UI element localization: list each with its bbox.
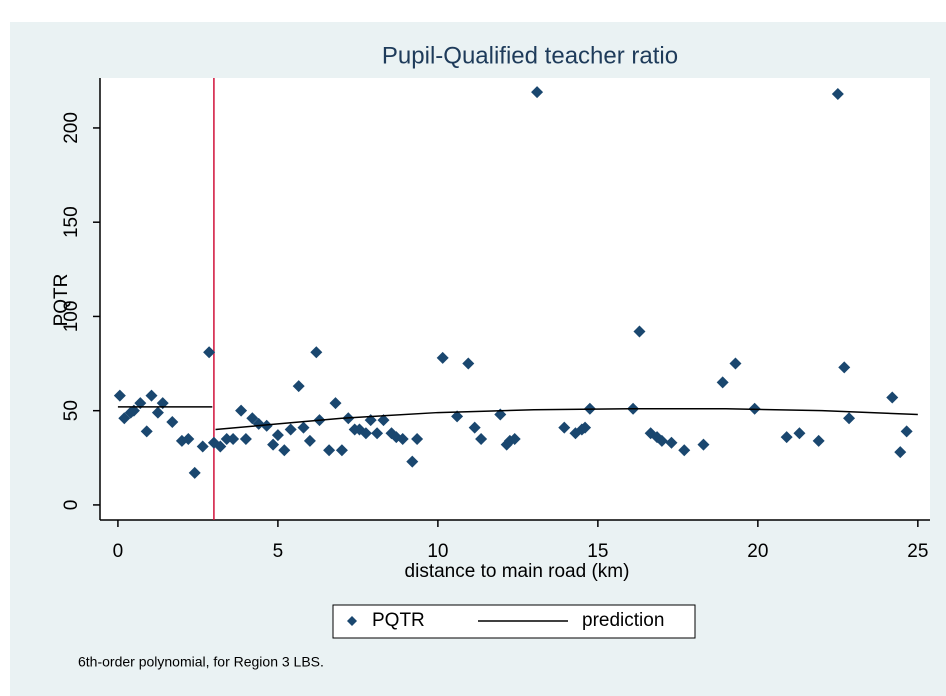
data-point xyxy=(156,397,169,410)
data-point xyxy=(508,432,521,445)
data-point xyxy=(310,346,323,359)
data-point xyxy=(436,351,449,364)
data-point xyxy=(716,376,729,389)
x-tick-label: 25 xyxy=(907,541,928,562)
legend-marker xyxy=(347,616,357,626)
data-point xyxy=(462,357,475,370)
data-point xyxy=(633,325,646,338)
x-tick-label: 10 xyxy=(427,541,448,562)
data-point xyxy=(134,397,147,410)
data-point xyxy=(371,427,384,440)
data-point xyxy=(278,444,291,457)
x-tick-label: 5 xyxy=(273,541,284,562)
data-point xyxy=(145,389,158,402)
data-point xyxy=(252,417,265,430)
data-point xyxy=(843,412,856,425)
data-point xyxy=(196,440,209,453)
data-point xyxy=(267,438,280,451)
data-point xyxy=(329,397,342,410)
data-point xyxy=(260,419,273,432)
y-tick-label: 50 xyxy=(61,400,82,421)
data-point xyxy=(203,346,216,359)
data-point xyxy=(220,432,233,445)
data-point xyxy=(468,421,481,434)
data-point xyxy=(558,421,571,434)
data-point xyxy=(886,391,899,404)
legend-label: prediction xyxy=(582,610,664,631)
y-tick-label: 100 xyxy=(61,301,82,333)
data-point xyxy=(140,425,153,438)
note: 6th-order polynomial, for Region 3 LBS. xyxy=(78,654,324,670)
y-tick-label: 0 xyxy=(61,500,82,511)
data-point xyxy=(113,389,126,402)
data-point xyxy=(188,466,201,479)
data-point xyxy=(838,361,851,374)
data-point xyxy=(475,432,488,445)
chart-title: Pupil-Qualified teacher ratio xyxy=(382,42,678,69)
data-point xyxy=(335,444,348,457)
y-axis-label: PQTR xyxy=(51,274,72,327)
data-point xyxy=(323,444,336,457)
data-point xyxy=(655,434,668,447)
data-point xyxy=(297,421,310,434)
plot-area xyxy=(100,78,930,520)
data-point xyxy=(271,429,284,442)
data-point xyxy=(406,455,419,468)
data-point xyxy=(780,431,793,444)
data-point xyxy=(579,421,592,434)
data-point xyxy=(396,432,409,445)
data-point xyxy=(227,432,240,445)
y-tick-label: 150 xyxy=(61,206,82,238)
x-axis-label: distance to main road (km) xyxy=(405,561,630,582)
data-point xyxy=(665,436,678,449)
data-point xyxy=(118,412,131,425)
data-point xyxy=(451,410,464,423)
legend-label: PQTR xyxy=(372,610,425,631)
data-point xyxy=(284,423,297,436)
data-point xyxy=(812,434,825,447)
data-point xyxy=(235,404,248,417)
data-point xyxy=(377,414,390,427)
data-point xyxy=(531,86,544,99)
data-point xyxy=(411,432,424,445)
x-tick-label: 15 xyxy=(587,541,608,562)
data-point xyxy=(182,432,195,445)
data-point xyxy=(246,412,259,425)
data-point xyxy=(894,446,907,459)
y-tick-label: 200 xyxy=(61,112,82,144)
data-point xyxy=(151,406,164,419)
data-point xyxy=(166,415,179,428)
data-point xyxy=(359,427,372,440)
data-point xyxy=(831,88,844,101)
data-point xyxy=(214,440,227,453)
x-tick-label: 0 xyxy=(113,541,124,562)
data-point xyxy=(292,380,305,393)
x-tick-label: 20 xyxy=(747,541,768,562)
data-point xyxy=(793,427,806,440)
data-point xyxy=(678,444,691,457)
data-point xyxy=(900,425,913,438)
data-point xyxy=(729,357,742,370)
data-point xyxy=(127,404,140,417)
data-point xyxy=(239,432,252,445)
data-point xyxy=(697,438,710,451)
fit-line xyxy=(117,406,918,431)
data-point xyxy=(303,434,316,447)
